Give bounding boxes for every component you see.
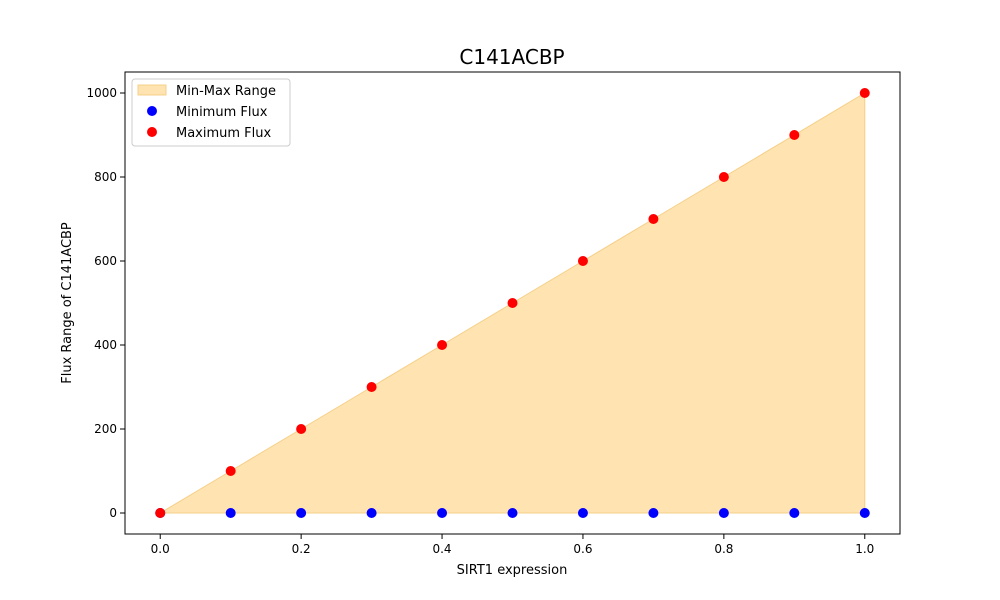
x-tick-label: 1.0 xyxy=(855,542,874,556)
maximum-flux-point xyxy=(507,298,518,308)
plot-area xyxy=(155,88,870,518)
y-tick-label: 1000 xyxy=(86,86,117,100)
minimum-flux-point xyxy=(789,508,800,518)
maximum-flux-point xyxy=(296,424,307,434)
legend-marker-minimum-flux xyxy=(147,106,157,116)
x-axis: 0.0 0.2 0.4 0.6 0.8 1.0 xyxy=(151,534,874,556)
y-tick-label: 0 xyxy=(109,506,117,520)
x-axis-label: SIRT1 expression xyxy=(457,563,568,578)
minimum-flux-point xyxy=(296,508,307,518)
minimum-flux-point xyxy=(859,508,870,518)
legend: Min-Max Range Minimum Flux Maximum Flux xyxy=(131,78,291,147)
minimum-flux-point xyxy=(366,508,377,518)
x-tick-label: 0.8 xyxy=(714,542,733,556)
x-tick-label: 0.6 xyxy=(573,542,592,556)
maximum-flux-point xyxy=(789,130,800,140)
maximum-flux-point xyxy=(366,382,377,392)
maximum-flux-point xyxy=(718,172,729,182)
legend-marker-maximum-flux xyxy=(147,127,157,137)
maximum-flux-point xyxy=(225,466,236,476)
minimum-flux-point xyxy=(225,508,236,518)
legend-swatch-min-max-range xyxy=(137,84,167,96)
x-tick-label: 0.2 xyxy=(292,542,311,556)
minimum-flux-point xyxy=(718,508,729,518)
maximum-flux-point xyxy=(577,256,588,266)
maximum-flux-point xyxy=(437,340,448,350)
y-axis: 0 200 400 600 800 1000 xyxy=(86,86,125,520)
x-tick-label: 0.0 xyxy=(151,542,170,556)
y-tick-label: 600 xyxy=(94,254,117,268)
maximum-flux-point xyxy=(859,88,870,98)
maximum-flux-point xyxy=(648,214,659,224)
minimum-flux-point xyxy=(577,508,588,518)
legend-frame xyxy=(131,78,291,147)
y-tick-label: 200 xyxy=(94,422,117,436)
legend-label-min-max-range: Min-Max Range xyxy=(176,84,276,99)
minimum-flux-point xyxy=(437,508,448,518)
legend-label-maximum-flux: Maximum Flux xyxy=(176,126,272,141)
y-tick-label: 400 xyxy=(94,338,117,352)
x-tick-label: 0.4 xyxy=(432,542,451,556)
plot-frame xyxy=(124,71,901,535)
y-axis-label: Flux Range of C141ACBP xyxy=(60,222,75,384)
minimum-flux-point xyxy=(648,508,659,518)
y-tick-label: 800 xyxy=(94,170,117,184)
minimum-flux-point xyxy=(507,508,518,518)
legend-label-minimum-flux: Minimum Flux xyxy=(176,105,268,120)
chart-title: C141ACBP xyxy=(459,45,564,69)
maximum-flux-point xyxy=(155,508,166,518)
